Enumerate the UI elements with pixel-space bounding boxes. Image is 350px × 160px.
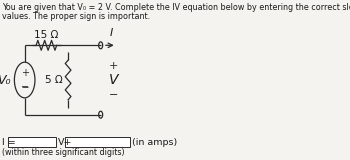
Text: You are given that V₀ = 2 V. Complete the IV equation below by entering the corr: You are given that V₀ = 2 V. Complete th… <box>2 3 350 12</box>
FancyBboxPatch shape <box>8 136 56 147</box>
Text: (within three significant digits): (within three significant digits) <box>2 148 125 157</box>
Text: (in amps): (in amps) <box>132 138 177 147</box>
Text: values. The proper sign is important.: values. The proper sign is important. <box>2 12 150 21</box>
Text: V₀: V₀ <box>0 73 11 87</box>
Text: I =: I = <box>2 138 16 147</box>
Text: +: + <box>21 68 29 78</box>
Text: +: + <box>108 61 118 71</box>
Text: 5 Ω: 5 Ω <box>45 75 62 85</box>
Text: 15 Ω: 15 Ω <box>34 30 58 40</box>
FancyBboxPatch shape <box>65 136 130 147</box>
Text: −: − <box>108 90 118 100</box>
Text: V: V <box>108 73 118 87</box>
Text: −: − <box>21 82 29 92</box>
Text: V+: V+ <box>58 138 72 147</box>
Text: I: I <box>109 28 113 38</box>
